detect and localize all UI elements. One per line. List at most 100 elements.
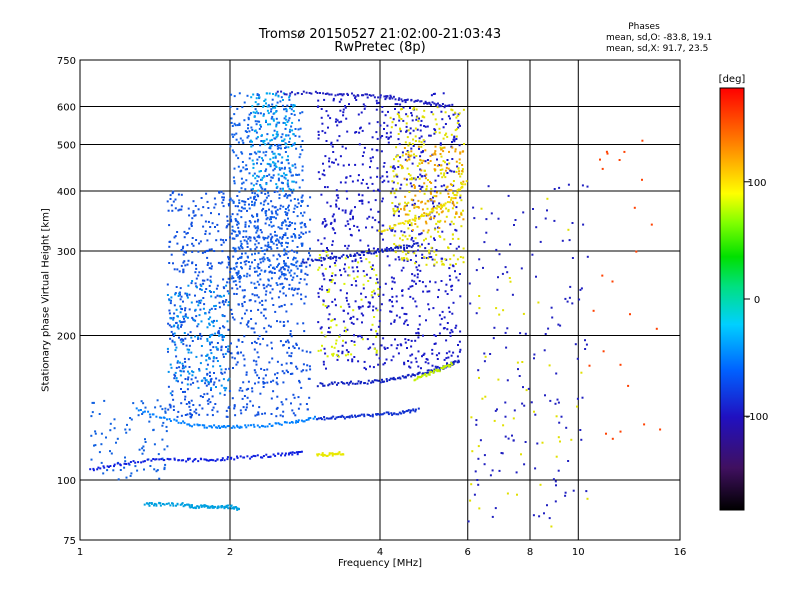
data-point (300, 93, 303, 95)
data-point (401, 289, 404, 292)
data-point (244, 408, 247, 411)
data-point (269, 165, 272, 168)
data-point (262, 337, 264, 340)
data-point (201, 270, 204, 273)
data-point (245, 323, 248, 326)
data-point (458, 170, 461, 173)
data-point (576, 397, 579, 400)
data-point (346, 220, 349, 223)
data-point (270, 277, 273, 280)
data-point (477, 457, 480, 460)
data-point (509, 243, 511, 246)
data-point (364, 296, 367, 299)
data-point (215, 346, 218, 349)
data-point (413, 206, 416, 209)
data-point (269, 145, 272, 148)
data-point (233, 237, 236, 240)
data-point (300, 200, 303, 202)
data-point (248, 203, 250, 206)
data-point (263, 189, 266, 191)
data-point (377, 250, 380, 253)
data-point (414, 217, 417, 219)
data-point (106, 469, 109, 472)
data-point (361, 194, 364, 197)
data-point (251, 214, 253, 217)
data-point (236, 424, 238, 427)
data-point (132, 460, 135, 463)
data-point (180, 370, 183, 373)
data-point (318, 254, 321, 256)
data-point (272, 242, 275, 245)
data-point (496, 288, 499, 291)
data-point (328, 326, 330, 329)
data-point (241, 252, 243, 255)
data-point (457, 279, 460, 282)
data-point (386, 95, 389, 98)
data-point (405, 253, 408, 256)
data-point (256, 215, 259, 218)
data-point (275, 104, 278, 107)
data-point (282, 234, 285, 236)
data-point (232, 246, 235, 249)
data-point (161, 408, 164, 411)
data-point (370, 252, 373, 255)
data-point (425, 257, 428, 259)
data-point (456, 355, 459, 358)
data-point (240, 206, 243, 209)
data-point (210, 352, 213, 355)
data-point (238, 232, 241, 235)
data-point (412, 409, 415, 412)
data-point (343, 267, 346, 270)
data-point (252, 93, 255, 96)
data-point (267, 104, 270, 107)
data-point (392, 227, 395, 230)
data-point (242, 236, 245, 238)
data-point (236, 124, 239, 127)
data-point (204, 382, 207, 385)
data-point (323, 384, 326, 387)
data-point (282, 266, 285, 269)
data-point (415, 108, 418, 111)
data-point (179, 298, 182, 301)
data-point (334, 298, 336, 301)
data-point (412, 297, 415, 300)
data-point (334, 417, 337, 420)
data-point (255, 97, 258, 100)
data-point (269, 291, 272, 294)
data-point (416, 165, 419, 167)
data-point (326, 201, 329, 204)
data-point (204, 504, 207, 507)
data-point (182, 420, 185, 423)
data-point (200, 214, 203, 217)
data-point (405, 244, 408, 247)
data-point (270, 238, 272, 241)
data-point (567, 228, 570, 231)
phases-x-stats: mean, sd,X: 91.7, 23.5 (606, 44, 709, 54)
data-point (259, 278, 262, 281)
data-point (325, 417, 328, 420)
data-point (227, 507, 230, 510)
data-point (408, 191, 411, 193)
data-point (555, 455, 558, 458)
x-tick-label: 2 (227, 547, 233, 558)
data-point (285, 310, 288, 313)
data-point (440, 317, 443, 320)
data-point (290, 235, 293, 238)
data-point (437, 369, 440, 371)
data-point (420, 213, 423, 216)
data-point (244, 312, 246, 315)
data-point (302, 258, 305, 261)
x-tick-label: 8 (527, 547, 533, 558)
data-point (409, 127, 412, 130)
y-tick-label: 300 (57, 247, 76, 258)
data-point (405, 204, 408, 207)
data-point (361, 202, 364, 205)
data-point (192, 371, 195, 374)
data-point (199, 395, 202, 398)
data-point (571, 257, 574, 259)
data-point (289, 224, 292, 226)
data-point (253, 236, 256, 239)
data-point (138, 448, 141, 451)
data-point (523, 404, 526, 407)
data-point (159, 405, 162, 408)
